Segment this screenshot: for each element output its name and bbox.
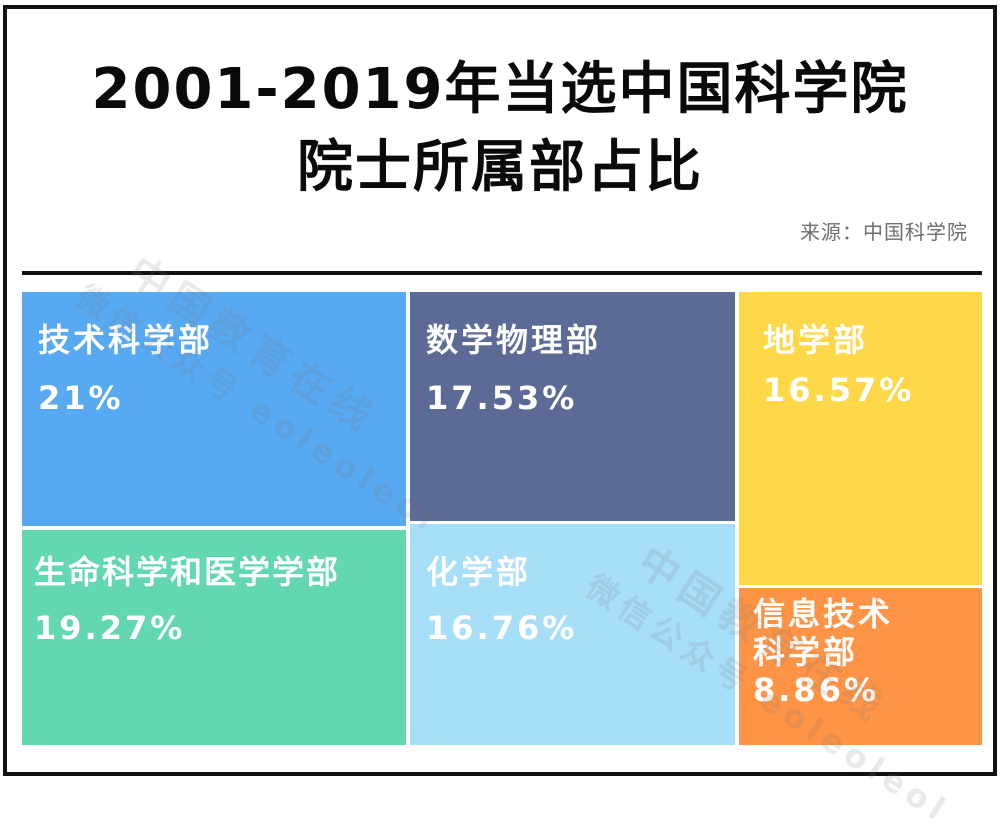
cell-label: 化学部 <box>426 553 532 591</box>
treemap-cell-technical-sciences: 技术科学部 21% <box>22 292 406 526</box>
cell-value: 19.27% <box>34 609 186 647</box>
cell-value: 17.53% <box>426 379 578 417</box>
title-divider <box>22 271 982 275</box>
cell-label-line2: 科学部 <box>753 633 859 671</box>
cell-label: 数学物理部 <box>426 321 602 359</box>
chart-title-line1: 2001-2019年当选中国科学院 <box>91 57 909 122</box>
cell-value: 21% <box>38 379 124 417</box>
cell-label: 地学部 <box>763 321 869 359</box>
cell-value: 16.76% <box>426 609 578 647</box>
treemap-cell-earth-sciences: 地学部 16.57% <box>739 292 982 585</box>
cell-label: 技术科学部 <box>38 321 214 359</box>
treemap-cell-information-technology: 信息技术 科学部 8.86% <box>739 588 982 745</box>
source-label: 来源：中国科学院 <box>800 220 968 244</box>
cell-value: 16.57% <box>763 371 915 409</box>
treemap-cell-math-physics: 数学物理部 17.53% <box>410 292 735 521</box>
cell-value: 8.86% <box>753 671 880 709</box>
treemap-cell-chemistry: 化学部 16.76% <box>410 524 735 745</box>
cell-label: 生命科学和医学学部 <box>34 553 341 591</box>
cell-label-line1: 信息技术 <box>753 595 894 633</box>
chart-title-line2: 院士所属部占比 <box>297 135 703 200</box>
treemap-cell-life-medical-sciences: 生命科学和医学学部 19.27% <box>22 530 406 745</box>
